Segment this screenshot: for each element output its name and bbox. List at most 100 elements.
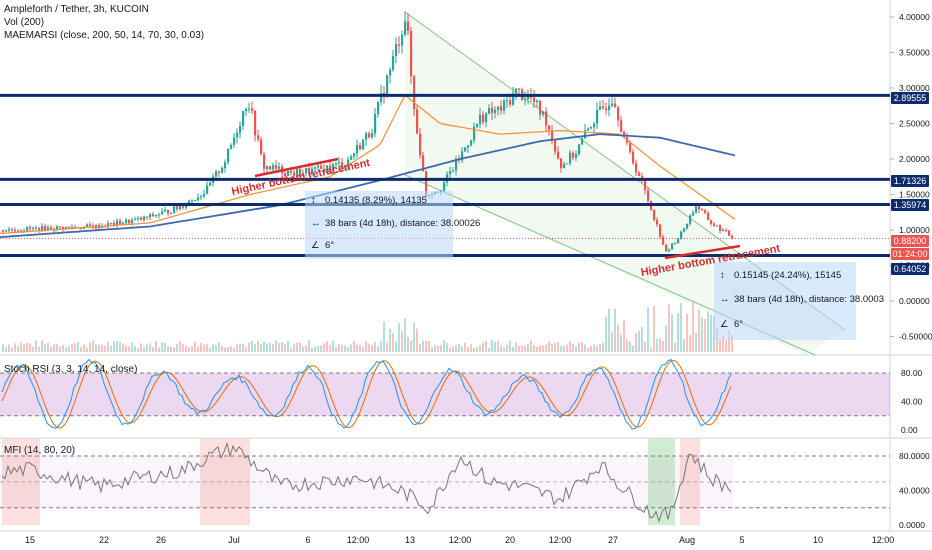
candle-body	[302, 173, 305, 176]
candle-body	[65, 226, 68, 230]
price-tick-label: 1.50000	[899, 190, 930, 200]
volume-bar	[305, 345, 307, 352]
candle-body	[332, 164, 335, 171]
volume-bar	[332, 340, 334, 352]
volume-bar	[422, 340, 424, 352]
candle-body	[167, 209, 170, 214]
candle-body	[581, 138, 584, 145]
candle-body	[629, 142, 632, 152]
volume-bar	[89, 342, 91, 352]
candle-body	[395, 44, 398, 56]
measure-box-1[interactable]: ↕ 0.14135 (8.29%), 14135 ↔ 38 bars (4d 1…	[305, 191, 480, 259]
candle-body	[509, 100, 512, 105]
candle-body	[185, 204, 188, 208]
candle-body	[236, 132, 239, 138]
candle-body	[35, 227, 38, 229]
candle-body	[584, 130, 587, 139]
candle-body	[257, 135, 260, 140]
candle-body	[560, 158, 563, 169]
stoch-tick-label: 0.00	[901, 425, 918, 435]
candle-body	[254, 110, 257, 136]
candle-body	[113, 223, 116, 225]
candle-body	[20, 230, 23, 232]
candle-body	[554, 140, 557, 152]
time-tick-label: 20	[505, 535, 515, 545]
candle-body	[347, 159, 350, 166]
volume-bar	[233, 347, 235, 352]
volume-bar	[632, 345, 634, 352]
volume-bar	[116, 340, 118, 352]
volume-bar	[326, 341, 328, 352]
candle-body	[179, 206, 182, 210]
volume-bar	[518, 346, 520, 352]
measure-1-price-icon: ↕	[311, 195, 316, 206]
candle-body	[725, 230, 728, 232]
candle-body	[275, 165, 278, 169]
volume-bar	[269, 342, 271, 352]
volume-bar	[197, 346, 199, 352]
volume-bar	[272, 344, 274, 352]
volume-bar	[71, 344, 73, 352]
volume-bar	[179, 341, 181, 352]
volume-bar	[395, 341, 397, 352]
candle-body	[158, 214, 161, 216]
candle-body	[590, 127, 593, 129]
candle-body	[524, 99, 527, 101]
candle-body	[356, 145, 359, 154]
candle-body	[80, 228, 83, 230]
time-tick-label: 26	[156, 535, 166, 545]
candle-body	[245, 109, 248, 112]
volume-bar	[23, 344, 25, 352]
candle-body	[680, 231, 683, 239]
volume-bar	[68, 346, 70, 352]
volume-bar	[92, 340, 94, 352]
candle-body	[575, 154, 578, 158]
volume-bar	[647, 307, 649, 352]
price-tick-label: 1.00000	[899, 225, 930, 235]
volume-bar	[479, 345, 481, 352]
candle-body	[407, 21, 410, 31]
volume-bar	[674, 342, 676, 352]
price-label-countdown: 01:24:00	[891, 248, 929, 260]
volume-bar	[20, 342, 22, 352]
candle-body	[671, 243, 674, 250]
volume-bar	[293, 344, 295, 352]
candle-body	[59, 226, 62, 228]
volume-bar	[668, 304, 670, 352]
volume-bar	[641, 327, 643, 352]
measure-box-2[interactable]: ↕ 0.15145 (24.24%), 15145 ↔ 38 bars (4d …	[714, 262, 884, 340]
candle-body	[26, 227, 29, 231]
candle-body	[134, 218, 137, 220]
candle-body	[536, 100, 539, 103]
volume-bar	[107, 342, 109, 352]
candle-body	[128, 219, 131, 224]
volume-bar	[266, 343, 268, 352]
ma-slow-line	[0, 133, 736, 238]
volume-bar	[83, 344, 85, 352]
volume-bar	[170, 346, 172, 352]
volume-bar	[404, 318, 406, 352]
candle-body	[224, 162, 227, 169]
volume-bar	[224, 347, 226, 352]
candle-body	[659, 224, 662, 237]
candle-body	[314, 167, 317, 169]
volume-bar	[476, 347, 478, 352]
volume-bar	[569, 341, 571, 352]
volume-bar	[14, 343, 16, 352]
volume-bar	[308, 340, 310, 352]
candle-body	[476, 124, 479, 127]
volume-bar	[101, 344, 103, 352]
volume-bar	[38, 347, 40, 352]
volume-bar	[698, 309, 700, 352]
volume-bar	[548, 341, 550, 352]
volume-bar	[98, 344, 100, 352]
volume-bar	[221, 345, 223, 352]
candle-body	[140, 217, 143, 220]
volume-bar	[299, 342, 301, 352]
price-tick-label: 3.00000	[899, 83, 930, 93]
volume-bar	[86, 347, 88, 352]
candle-body	[557, 151, 560, 159]
volume-bar	[452, 346, 454, 352]
volume-bar	[131, 342, 133, 352]
